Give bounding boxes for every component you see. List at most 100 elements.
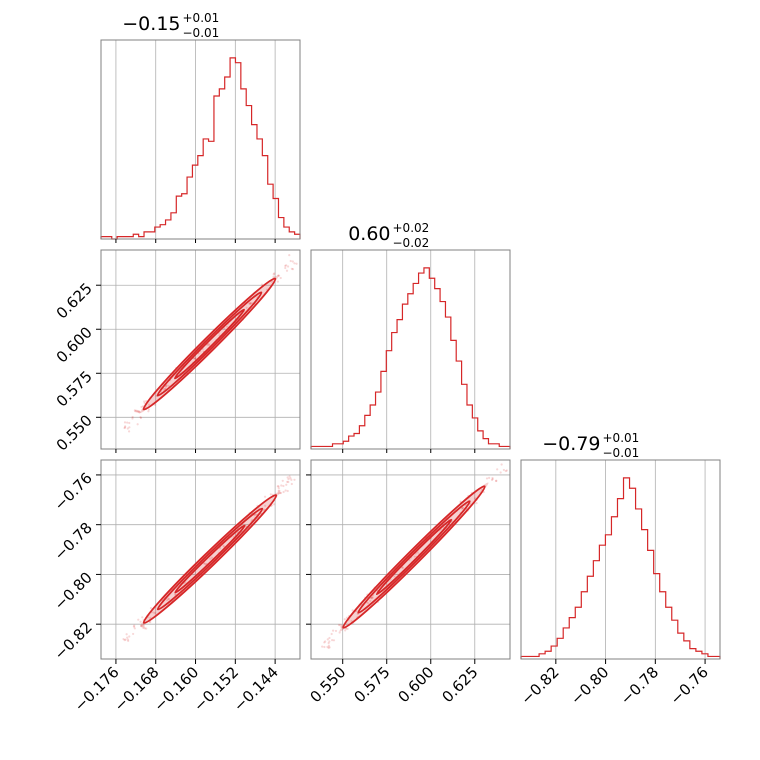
scatter-point [326,638,329,641]
scatter-point [321,645,324,648]
histogram-frame [100,39,301,240]
scatter-point [272,503,276,506]
scatter-point [345,616,349,619]
scatter-point [500,463,503,466]
scatter-point [416,551,419,554]
histogram-step-line [100,57,301,240]
panel-title-value: −0.15 [122,13,180,35]
scatter-point [288,254,291,257]
y-tick-label: −0.76 [51,469,96,514]
scatter-point [167,597,170,600]
scatter-point [328,646,331,649]
scatter-point [143,400,146,403]
x-tick-label: −0.78 [617,663,662,708]
scatter-point [491,478,494,481]
scatter-panel-1-2 [101,250,300,449]
scatter-point [174,593,177,596]
scatter-point [285,269,289,272]
scatter-point [337,623,341,627]
scatter-point [289,477,292,480]
scatter-point [496,468,499,471]
y-tick-label: 0.625 [53,279,96,322]
scatter-point [273,272,276,275]
scatter-point [277,274,281,277]
scatter-point [127,430,131,433]
scatter-point [284,489,287,492]
scatter-point [490,478,494,482]
histogram-panel-3: −0.79 +0.01−0.01 [520,431,721,659]
scatter-point [166,598,169,602]
density-contour [142,494,278,624]
scatter-point [286,265,290,268]
scatter-point [123,421,127,424]
y-tick-label: −0.80 [51,569,96,614]
scatter-point [459,500,462,503]
scatter-point [286,476,289,479]
scatter-point [263,495,267,498]
scatter-point [147,403,151,406]
scatter-point [147,410,150,413]
scatter-point [331,639,334,642]
panel-title-plus: +0.01 [603,431,640,445]
scatter-point [277,492,280,495]
scatter-point [135,409,138,412]
scatter-point [272,275,275,278]
scatter-point [136,423,139,426]
density-contour [342,485,486,629]
scatter-point [290,478,293,481]
scatter-point [370,596,374,599]
scatter-point [288,475,291,478]
density-contour [156,507,264,611]
scatter-point [133,409,136,412]
density-contour [173,308,246,380]
scatter-point [142,623,145,627]
scatter-point [332,639,336,642]
scatter-point [245,306,248,309]
panel-title-minus: −0.01 [603,446,640,460]
scatter-point [210,556,214,559]
scatter-point [123,638,126,642]
histogram-frame [520,459,721,660]
scatter-point [286,489,289,493]
scatter-point [269,493,272,496]
scatter-point [135,410,138,413]
scatter-point [133,627,136,630]
scatter-point [128,426,131,429]
scatter-point [139,416,143,420]
scatter-point [285,483,288,486]
scatter-point [124,425,127,428]
y-tick-label: 0.550 [53,411,96,454]
scatter-point [371,596,374,599]
scatter-point [139,416,142,419]
scatter-point [345,627,348,630]
scatter-point [248,302,252,305]
scatter-point [289,259,292,263]
x-tick-label: −0.80 [567,663,612,708]
panel-title-minus: −0.01 [183,26,220,40]
scatter-point [462,506,465,510]
scatter-point [491,476,494,480]
scatter-point [290,267,293,270]
histogram-step-line [520,477,721,659]
scatter-point [366,602,370,605]
scatter-point [123,426,126,430]
density-contour [375,518,453,596]
scatter-point [128,635,131,638]
scatter-point [137,410,141,413]
density-contour [142,277,277,411]
scatter-point [293,478,296,481]
scatter-point [165,384,168,388]
scatter-content [321,463,508,650]
panel-title-minus: −0.02 [393,236,430,250]
scatter-point [285,264,288,267]
scatter-point [494,479,498,483]
x-tick-label: 0.575 [350,663,393,706]
scatter-point [128,421,131,425]
scatter-point [222,544,225,547]
scatter-point [474,497,477,500]
scatter-point [163,387,166,391]
scatter-point [208,344,211,347]
scatter-point [370,597,373,600]
scatter-point [147,408,151,411]
scatter-point [284,264,287,267]
